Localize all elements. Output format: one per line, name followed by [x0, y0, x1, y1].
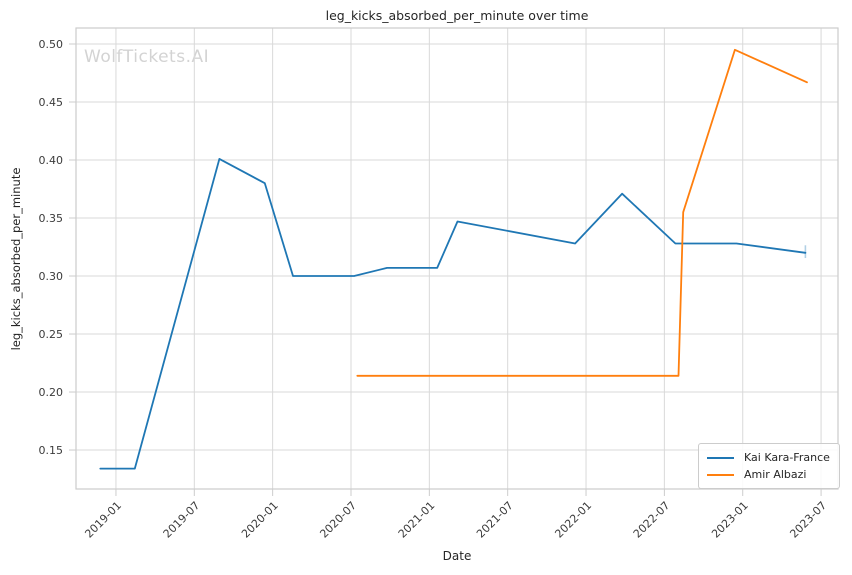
x-tick-label: 2022-07 [631, 499, 673, 541]
plot-border [75, 27, 839, 490]
legend-item: Kai Kara-France [707, 449, 830, 466]
legend-swatch [707, 473, 734, 476]
legend-item: Amir Albazi [707, 466, 830, 483]
x-tick-label: 2020-07 [317, 499, 359, 541]
x-tick-label: 2023-07 [788, 499, 830, 541]
y-tick-label: 0.35 [39, 212, 64, 225]
x-tick-label: 2020-01 [239, 499, 281, 541]
x-tick-label: 2019-01 [82, 499, 124, 541]
watermark: WolfTickets.AI [84, 47, 210, 67]
y-tick-label: 0.50 [39, 38, 64, 51]
y-tick-label: 0.20 [39, 386, 64, 399]
y-tick-label: 0.30 [39, 270, 64, 283]
y-tick-label: 0.40 [39, 154, 64, 167]
legend-label: Amir Albazi [744, 468, 807, 481]
legend-swatch [707, 456, 734, 459]
legend: Kai Kara-France Amir Albazi [698, 443, 840, 489]
y-tick-label: 0.45 [39, 96, 64, 109]
chart-title: leg_kicks_absorbed_per_minute over time [325, 8, 589, 23]
series-line-amir-albazi [356, 48, 808, 377]
x-tick-label: 2022-01 [552, 499, 594, 541]
x-tick-label: 2019-07 [161, 499, 203, 541]
series-line-kai-kara-france [99, 157, 807, 470]
x-tick-label: 2021-01 [396, 499, 438, 541]
legend-label: Kai Kara-France [744, 451, 830, 464]
y-tick-label: 0.15 [39, 444, 64, 457]
x-tick-label: 2023-01 [709, 499, 751, 541]
y-tick-label: 0.25 [39, 328, 64, 341]
x-tick-label: 2021-07 [474, 499, 516, 541]
x-axis-title: Date [442, 549, 472, 563]
